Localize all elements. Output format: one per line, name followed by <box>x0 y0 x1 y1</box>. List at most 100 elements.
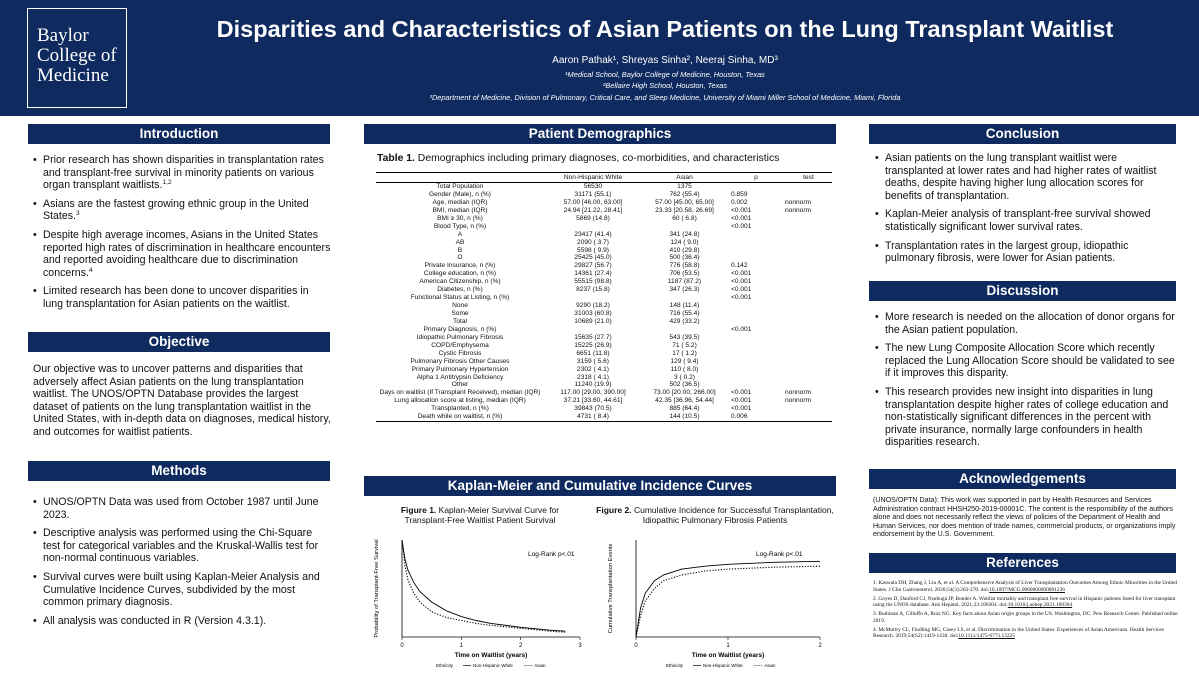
reference-doi-link[interactable]: 10.1016/j.aohep.2021.100304 <box>1007 602 1073 608</box>
table-cell: 6651 (11.8) <box>576 349 610 357</box>
intro-bullet-4: Limited research has been done to uncove… <box>33 285 331 310</box>
table-cell: <0.001 <box>731 286 752 294</box>
legend-label: Non-Hispanic White <box>703 663 743 668</box>
table-cell: 0.002 <box>731 198 748 206</box>
km-curves-header: Kaplan-Meier and Cumulative Incidence Cu… <box>364 476 836 496</box>
table-cell: 4731 ( 8.4) <box>544 413 642 423</box>
table-cell <box>785 254 832 262</box>
reference-item: 4. McMurtry CL, Findling MG, Casey LS, e… <box>873 626 1164 640</box>
table-cell: 60 ( 6.8) <box>672 214 697 222</box>
table-cell <box>727 381 785 389</box>
table-cell: 57.00 [46.00, 63.00] <box>563 198 623 206</box>
legend-label: Asian <box>534 663 546 668</box>
logo-line-1: Baylor <box>37 25 89 46</box>
table-row: A 23417 (41.4) 341 (24.8) <box>376 231 832 239</box>
table-row: Total 10689 (21.0) 429 (33.2) <box>376 318 832 326</box>
introduction-header: Introduction <box>28 124 330 144</box>
affiliation-1: ¹Medical School, Baylor College of Medic… <box>565 70 765 79</box>
x-tick-label: 1 <box>726 643 730 649</box>
table-cell: 11240 (19.9) <box>574 381 612 389</box>
table-cell: A <box>457 230 463 238</box>
table-cell <box>642 294 727 302</box>
table-cell: 117.00 [29.00, 390.00] <box>560 389 626 397</box>
legend-label: Non-Hispanic White <box>473 663 513 668</box>
x-tick-label: 1 <box>460 643 464 649</box>
table-cell: <0.001 <box>731 270 752 278</box>
table-cell <box>727 318 785 326</box>
table-cell: Primary Diagnosis, n (%) <box>423 325 497 333</box>
table-row: American Citizenship, n (%) 55515 (98.8) 1… <box>376 278 832 286</box>
references-list: 1. Kaswala DH, Zhang J, Liu A, et al. A … <box>873 580 1183 642</box>
table-cell <box>727 334 785 342</box>
table-cell: <0.001 <box>731 278 752 286</box>
table-cell: 25425 (45.0) <box>574 254 612 262</box>
table-cell: BMI ≥ 30, n (%) <box>437 214 483 222</box>
reference-doi-link[interactable]: 10.1097/MCG.0000000000001236 <box>989 586 1065 593</box>
table-cell <box>727 247 785 255</box>
table-cell: 15635 (27.7) <box>574 333 612 341</box>
table-header-cell: Non-Hispanic White <box>544 172 642 183</box>
table-cell: 37.21 [33.60, 44.61] <box>563 397 623 405</box>
table-row: Cystic Fibrosis 6651 (11.8) 17 ( 1.2) <box>376 350 832 358</box>
methods-bullet-1: UNOS/OPTN Data was used from October 198… <box>33 496 331 521</box>
series-line-0 <box>635 560 821 638</box>
table-row: BMI ≥ 30, n (%) 5869 (14.8) 60 ( 6.8) <0.00… <box>376 215 832 223</box>
table-cell: Gender (Male), n (%) <box>429 190 491 198</box>
table-cell: 776 (58.8) <box>669 262 700 270</box>
table-cell <box>785 413 832 423</box>
x-tick-label: 0 <box>400 643 404 649</box>
table-header-cell: Asian <box>642 172 727 183</box>
table-row: Some 31003 (60.8) 716 (55.4) <box>376 310 832 318</box>
table-caption: Table 1. Demographics including primary … <box>377 153 780 164</box>
table-cell <box>785 215 832 223</box>
references-header: References <box>869 553 1176 573</box>
table-row: AB 2090 ( 3.7) 124 ( 9.0) <box>376 239 832 247</box>
table-cell: 10689 (21.0) <box>574 317 612 325</box>
table-cell: 429 (33.2) <box>669 317 700 325</box>
table-cell: <0.001 <box>731 389 752 397</box>
affiliation-3: ³Department of Medicine, Division of Pul… <box>429 93 901 102</box>
table-cell: Days on waitlist (If Transplant Received… <box>379 389 541 397</box>
table-cell <box>727 358 785 366</box>
table-row: O 25425 (45.0) 500 (36.4) <box>376 254 832 262</box>
table-cell <box>642 223 727 231</box>
table-cell <box>785 262 832 270</box>
table-cell: Diabetes, n (%) <box>437 286 483 294</box>
table-cell <box>785 358 832 366</box>
table-cell <box>785 294 832 302</box>
table-cell: Other <box>451 381 469 389</box>
table-cell <box>785 342 832 350</box>
table-cell: Death while on waitlist, n (%) <box>376 413 544 423</box>
conclusion-bullet-1: Asian patients on the lung transplant wa… <box>875 152 1175 202</box>
discussion-bullet-3: This research provides new insight into … <box>875 386 1175 449</box>
table-cell: 110 ( 8.0) <box>670 365 699 373</box>
table-cell: 42.35 [36.96, 54.44] <box>655 397 714 405</box>
table-row: Pulmonary Fibrosis Other Causes 3159 ( 5.… <box>376 358 832 366</box>
table-cell: 543 (39.5) <box>669 333 700 341</box>
table-cell <box>727 366 785 374</box>
series-line-0 <box>401 539 566 632</box>
table-row: Private Insurance, n (%) 29827 (56.7) 776 … <box>376 262 832 270</box>
table-cell: 57.00 [45.00, 65.00] <box>655 198 714 206</box>
table-cell <box>727 374 785 382</box>
intro-bullet-1: Prior research has shown disparities in … <box>33 154 331 192</box>
table-cell <box>727 239 785 247</box>
reference-doi-link[interactable]: 10.1111/1475-6773.13225 <box>958 633 1015 639</box>
table-cell: 716 (55.4) <box>669 310 700 317</box>
table-cell: Primary Pulmonary Hypertension <box>411 365 509 373</box>
table-row: Other 11240 (19.9) 502 (36.5) <box>376 381 832 389</box>
table-cell <box>785 286 832 294</box>
x-tick-label: 2 <box>519 643 523 649</box>
table-header-row: Non-Hispanic White Asian p test <box>376 172 832 183</box>
table-cell: 762 (55.4) <box>669 190 700 198</box>
baylor-logo: Baylor College of Medicine <box>27 8 127 108</box>
table-row: Death while on waitlist, n (%) 4731 ( 8.4… <box>376 413 832 423</box>
conclusion-header: Conclusion <box>869 124 1176 144</box>
table-cell <box>785 318 832 326</box>
table-cell: Cystic Fibrosis <box>438 349 482 357</box>
table-row: Days on waitlist (If Transplant Received… <box>376 389 832 397</box>
intro-bullet-3: Despite high average incomes, Asians in … <box>33 229 331 279</box>
table-cell: 2318 ( 4.1) <box>577 373 609 381</box>
logo-line-2: College of <box>37 45 117 66</box>
table-cell: 39843 (70.5) <box>574 405 612 413</box>
